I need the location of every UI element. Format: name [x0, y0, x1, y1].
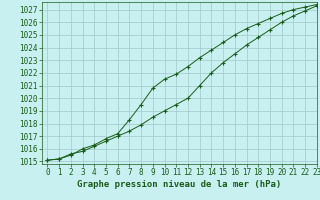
X-axis label: Graphe pression niveau de la mer (hPa): Graphe pression niveau de la mer (hPa) [77, 180, 281, 189]
